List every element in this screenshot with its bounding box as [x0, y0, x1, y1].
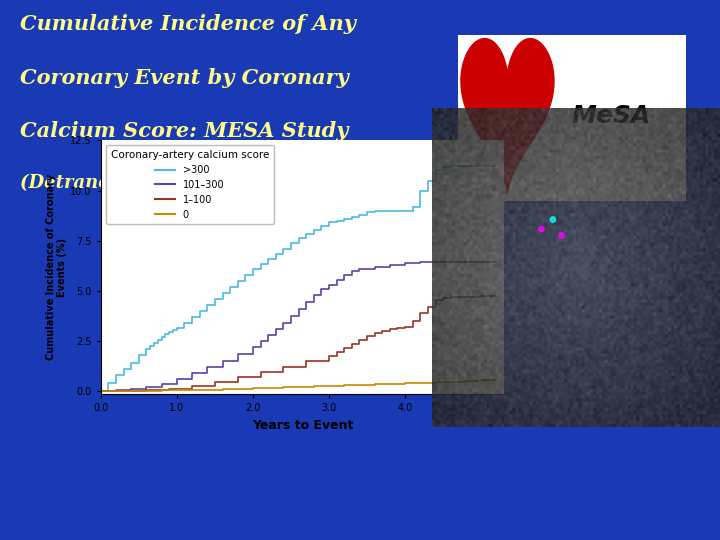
- Point: [536, 225, 547, 233]
- Text: Coronary Event by Coronary: Coronary Event by Coronary: [20, 68, 349, 87]
- Point: [547, 215, 559, 224]
- Text: (Detrano et al., NEJM 2008): (Detrano et al., NEJM 2008): [20, 173, 303, 192]
- Point: [556, 231, 567, 240]
- Legend: >300, 101–300, 1–100, 0: >300, 101–300, 1–100, 0: [106, 145, 274, 225]
- X-axis label: Years to Event: Years to Event: [252, 419, 353, 432]
- Text: Calcium Score: MESA Study: Calcium Score: MESA Study: [20, 121, 348, 141]
- Y-axis label: Cumulative Incidence of Coronary
Events (%): Cumulative Incidence of Coronary Events …: [46, 174, 68, 360]
- Text: MeSA: MeSA: [571, 104, 650, 128]
- FancyBboxPatch shape: [459, 35, 686, 201]
- Text: Cumulative Incidence of Any: Cumulative Incidence of Any: [20, 14, 356, 34]
- Polygon shape: [461, 39, 554, 194]
